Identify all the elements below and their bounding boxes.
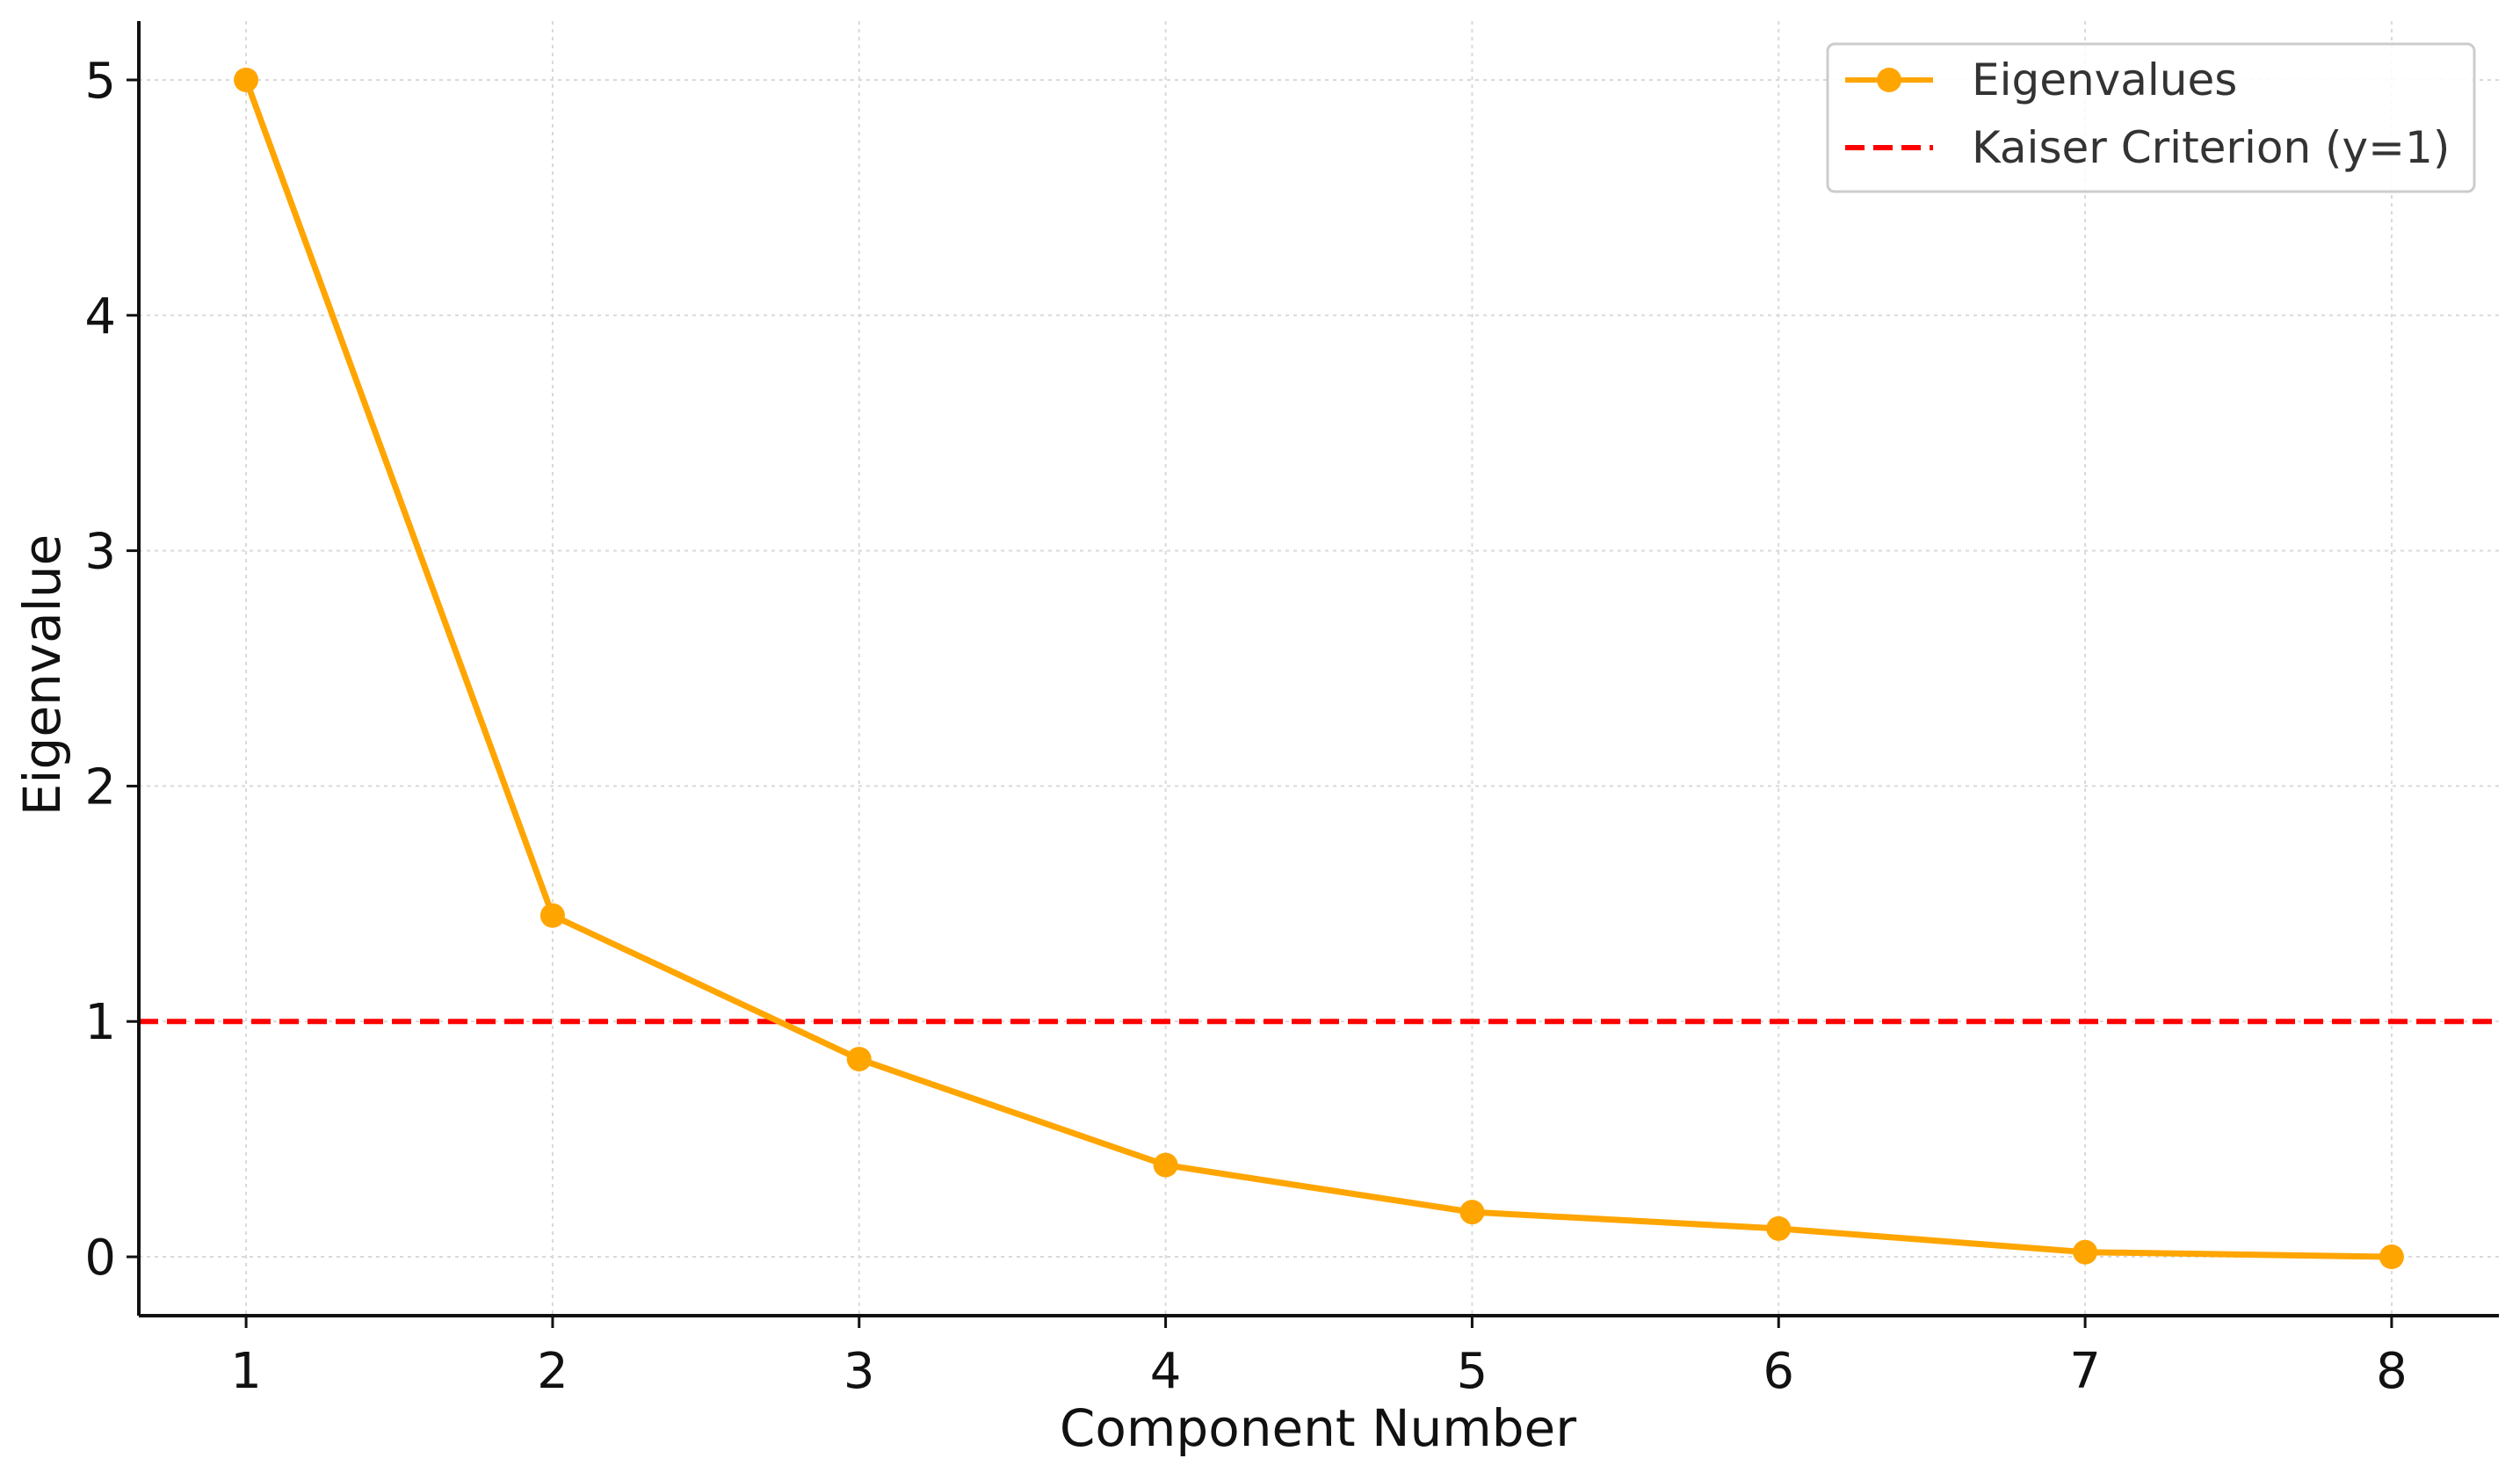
x-axis-title: Component Number [1060,1398,1576,1458]
y-tick-label-0: 0 [84,1230,116,1287]
legend-frame [1826,42,2476,193]
eigenvalue-point-4 [1153,1152,1178,1178]
legend-kaiser-label: Kaiser Criterion (y=1) [1972,122,2450,173]
x-tick-label-7: 7 [2069,1343,2101,1400]
y-tick-label-3: 3 [84,524,116,581]
x-tick-label-4: 4 [1150,1343,1182,1400]
eigenvalue-point-6 [1766,1215,1792,1241]
x-tick-label-8: 8 [2376,1343,2408,1400]
x-tick-label-6: 6 [1763,1343,1794,1400]
y-tick-label-1: 1 [84,994,116,1051]
tick-labels: 1 2 3 4 5 6 7 8 0 1 2 3 4 5 [84,53,2407,1400]
y-tick-label-5: 5 [84,53,116,110]
eigenvalue-point-2 [539,903,565,928]
y-tick-label-4: 4 [84,288,116,345]
legend-eigenvalues-label: Eigenvalues [1972,54,2237,105]
x-tick-label-1: 1 [230,1343,262,1400]
x-tick-label-5: 5 [1457,1343,1488,1400]
eigenvalue-point-1 [234,67,259,92]
eigenvalue-point-8 [2379,1244,2404,1270]
eigenvalue-point-7 [2073,1239,2098,1265]
series-layer [234,67,2404,1270]
legend: Eigenvalues Kaiser Criterion (y=1) [1826,42,2476,193]
eigenvalue-point-3 [846,1047,872,1072]
axes [127,21,2499,1328]
grid [139,21,2499,1316]
y-tick-label-2: 2 [84,758,116,816]
eigenvalues-series-line [243,76,2395,1260]
eigenvalue-point-5 [1459,1200,1485,1225]
x-tick-label-2: 2 [537,1343,568,1400]
x-tick-label-3: 3 [844,1343,875,1400]
y-axis-title: Eigenvalue [12,534,72,816]
legend-eigenvalues-marker-icon [1877,68,1901,92]
